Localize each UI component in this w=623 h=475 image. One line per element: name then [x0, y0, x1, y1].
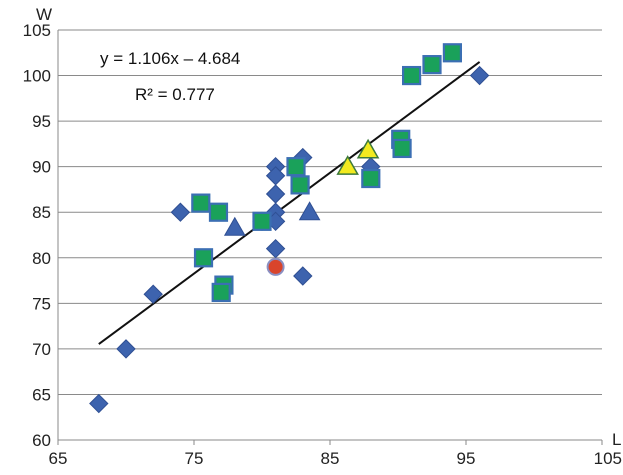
y-tick-80: 80	[32, 249, 51, 268]
diamond-point-0-7	[265, 184, 286, 204]
diamond-point-0-14	[469, 65, 490, 86]
y-tick-65: 65	[32, 385, 51, 404]
y-tick-90: 90	[32, 158, 51, 177]
square-point-1-4	[211, 282, 231, 302]
square-point-1-10	[392, 138, 412, 159]
square-point-1-0	[191, 193, 211, 213]
diamond-point-0-3	[170, 202, 191, 222]
diamond-point-0-0	[89, 393, 109, 414]
y-tick-70: 70	[32, 340, 51, 359]
diamond-point-0-10	[265, 238, 286, 259]
square-point-1-1	[208, 202, 229, 222]
y-tick-85: 85	[32, 203, 51, 222]
data-points	[89, 43, 490, 414]
gridlines	[58, 29, 602, 395]
trendline-path	[98, 61, 481, 345]
triangle-point-3-1	[356, 138, 380, 159]
y-tick-labels: 60 65 70 75 80 85 90 95 100 105	[23, 21, 51, 450]
diamond-point-0-1	[116, 339, 136, 359]
x-tick-105: 105	[594, 449, 622, 468]
y-tick-75: 75	[32, 294, 51, 313]
square-point-1-2	[193, 248, 214, 268]
square-point-1-12	[422, 55, 442, 75]
x-tick-75: 75	[185, 449, 204, 468]
x-tick-65: 65	[49, 449, 68, 468]
trendline	[98, 61, 481, 345]
y-tick-95: 95	[32, 112, 51, 131]
y-axis-title: W	[36, 5, 52, 24]
diamond-point-0-2	[143, 284, 163, 304]
trendline-r2: R² = 0.777	[135, 85, 215, 104]
x-tick-labels: 65 75 85 95 105	[49, 449, 622, 468]
square-point-1-8	[361, 168, 381, 189]
triangle-point-2-0	[223, 216, 246, 236]
x-axis-title: L	[612, 430, 621, 449]
y-tick-100: 100	[23, 67, 51, 86]
x-tick-85: 85	[321, 449, 340, 468]
square-point-1-5	[252, 211, 272, 231]
square-point-1-11	[402, 65, 422, 86]
square-point-1-7	[290, 175, 310, 195]
triangle-point-3-0	[336, 155, 359, 175]
axes	[57, 30, 603, 445]
triangle-point-2-1	[298, 201, 321, 221]
square-point-1-13	[442, 43, 462, 63]
y-tick-105: 105	[23, 21, 51, 40]
diamond-point-0-12	[293, 266, 313, 286]
x-tick-95: 95	[457, 449, 476, 468]
square-point-1-6	[286, 157, 306, 177]
trendline-equation: y = 1.106x – 4.684	[100, 49, 240, 68]
y-tick-60: 60	[32, 431, 51, 450]
circle-point-4-0	[266, 257, 285, 276]
